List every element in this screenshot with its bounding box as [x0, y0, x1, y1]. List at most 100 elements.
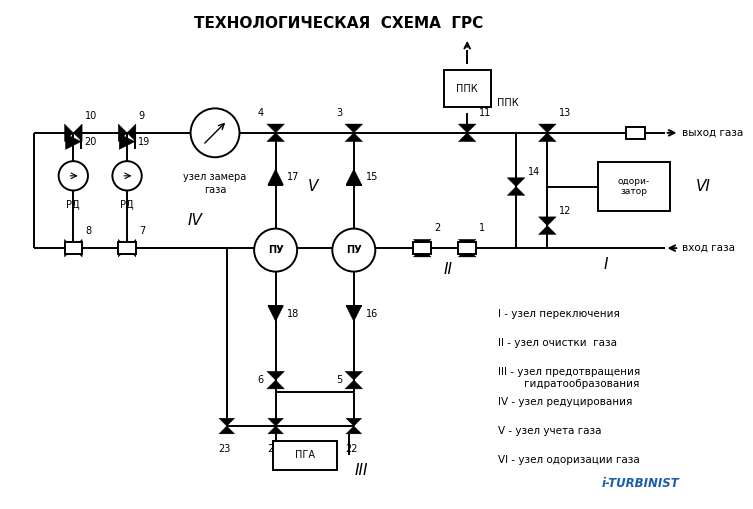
- Bar: [459, 242, 476, 254]
- Text: 7: 7: [139, 227, 145, 236]
- Polygon shape: [538, 124, 556, 133]
- Polygon shape: [66, 134, 81, 150]
- Text: газа: газа: [204, 185, 226, 194]
- Text: РД: РД: [120, 200, 134, 210]
- Text: 16: 16: [365, 308, 378, 319]
- Text: 19: 19: [138, 136, 150, 147]
- Polygon shape: [345, 371, 363, 380]
- Text: III - узел предотвращения
        гидратообразования: III - узел предотвращения гидратообразов…: [498, 367, 641, 389]
- Text: выход газа: выход газа: [682, 128, 743, 138]
- Bar: [413, 242, 431, 254]
- Text: VI - узел одоризации газа: VI - узел одоризации газа: [498, 456, 640, 465]
- Text: ППК: ППК: [456, 84, 478, 94]
- Polygon shape: [346, 418, 361, 426]
- Circle shape: [59, 161, 88, 190]
- Polygon shape: [65, 239, 73, 257]
- Text: 4: 4: [258, 108, 264, 118]
- Text: ПГА: ПГА: [295, 450, 315, 460]
- Polygon shape: [538, 133, 556, 142]
- Polygon shape: [413, 248, 431, 257]
- Text: вход газа: вход газа: [682, 243, 735, 253]
- Circle shape: [254, 229, 297, 272]
- Text: одори-
затор: одори- затор: [617, 177, 650, 196]
- Text: II - узел очистки  газа: II - узел очистки газа: [498, 338, 617, 348]
- Text: 23: 23: [218, 444, 231, 454]
- Polygon shape: [267, 124, 285, 133]
- Text: I - узел переключения: I - узел переключения: [498, 309, 620, 319]
- Polygon shape: [268, 418, 283, 426]
- Circle shape: [332, 229, 375, 272]
- Polygon shape: [508, 178, 525, 187]
- Polygon shape: [219, 426, 235, 434]
- Text: 12: 12: [559, 206, 572, 216]
- Polygon shape: [538, 217, 556, 225]
- Text: 3: 3: [336, 108, 342, 118]
- Polygon shape: [73, 124, 82, 142]
- Polygon shape: [413, 239, 431, 248]
- Polygon shape: [127, 239, 136, 257]
- Text: 1: 1: [479, 223, 485, 234]
- Polygon shape: [459, 124, 476, 133]
- Text: узел замера: узел замера: [184, 172, 247, 182]
- Text: 22: 22: [346, 444, 358, 454]
- Polygon shape: [127, 124, 136, 142]
- Text: 13: 13: [559, 108, 572, 118]
- Text: II: II: [444, 262, 452, 277]
- Polygon shape: [345, 133, 363, 142]
- Text: 10: 10: [85, 111, 97, 121]
- Text: III: III: [355, 463, 368, 477]
- Text: IV: IV: [188, 213, 203, 228]
- Text: 8: 8: [85, 227, 91, 236]
- Polygon shape: [459, 133, 476, 142]
- Bar: [598, 162, 669, 211]
- Polygon shape: [459, 239, 476, 248]
- Polygon shape: [268, 169, 283, 185]
- Polygon shape: [65, 124, 73, 142]
- Text: ПУ: ПУ: [268, 245, 283, 255]
- Text: 6: 6: [258, 375, 264, 385]
- Polygon shape: [73, 239, 82, 257]
- Bar: [626, 127, 645, 138]
- Bar: [444, 70, 491, 107]
- Polygon shape: [345, 124, 363, 133]
- Text: 20: 20: [84, 136, 96, 147]
- Text: 15: 15: [365, 172, 378, 182]
- Polygon shape: [118, 124, 127, 142]
- Text: IV - узел редуцирования: IV - узел редуцирования: [498, 397, 633, 407]
- Text: РД: РД: [66, 200, 80, 210]
- Polygon shape: [538, 225, 556, 235]
- Bar: [273, 441, 337, 470]
- Polygon shape: [119, 134, 135, 150]
- Text: 5: 5: [336, 375, 342, 385]
- Text: i-TURBINIST: i-TURBINIST: [602, 476, 679, 490]
- Text: 2: 2: [434, 223, 441, 234]
- Text: 21: 21: [267, 444, 280, 454]
- Polygon shape: [459, 248, 476, 257]
- Text: I: I: [604, 257, 608, 272]
- Polygon shape: [118, 239, 127, 257]
- Text: V - узел учета газа: V - узел учета газа: [498, 426, 602, 436]
- Circle shape: [191, 108, 239, 157]
- Text: VI: VI: [697, 179, 711, 194]
- Text: 17: 17: [288, 172, 300, 182]
- Text: ППК: ППК: [496, 99, 518, 108]
- Text: 9: 9: [139, 111, 145, 121]
- Polygon shape: [267, 133, 285, 142]
- Polygon shape: [219, 418, 235, 426]
- Bar: [65, 242, 82, 254]
- Polygon shape: [267, 380, 285, 389]
- Polygon shape: [268, 306, 283, 322]
- Polygon shape: [267, 371, 285, 380]
- Polygon shape: [346, 306, 361, 322]
- Polygon shape: [508, 187, 525, 195]
- Polygon shape: [346, 426, 361, 434]
- Polygon shape: [345, 380, 363, 389]
- Text: ТЕХНОЛОГИЧЕСКАЯ  СХЕМА  ГРС: ТЕХНОЛОГИЧЕСКАЯ СХЕМА ГРС: [194, 16, 483, 31]
- Circle shape: [112, 161, 142, 190]
- Text: 11: 11: [479, 108, 491, 118]
- Text: ПУ: ПУ: [346, 245, 361, 255]
- Bar: [118, 242, 136, 254]
- Polygon shape: [346, 169, 361, 185]
- Text: 14: 14: [528, 167, 540, 177]
- Polygon shape: [268, 426, 283, 434]
